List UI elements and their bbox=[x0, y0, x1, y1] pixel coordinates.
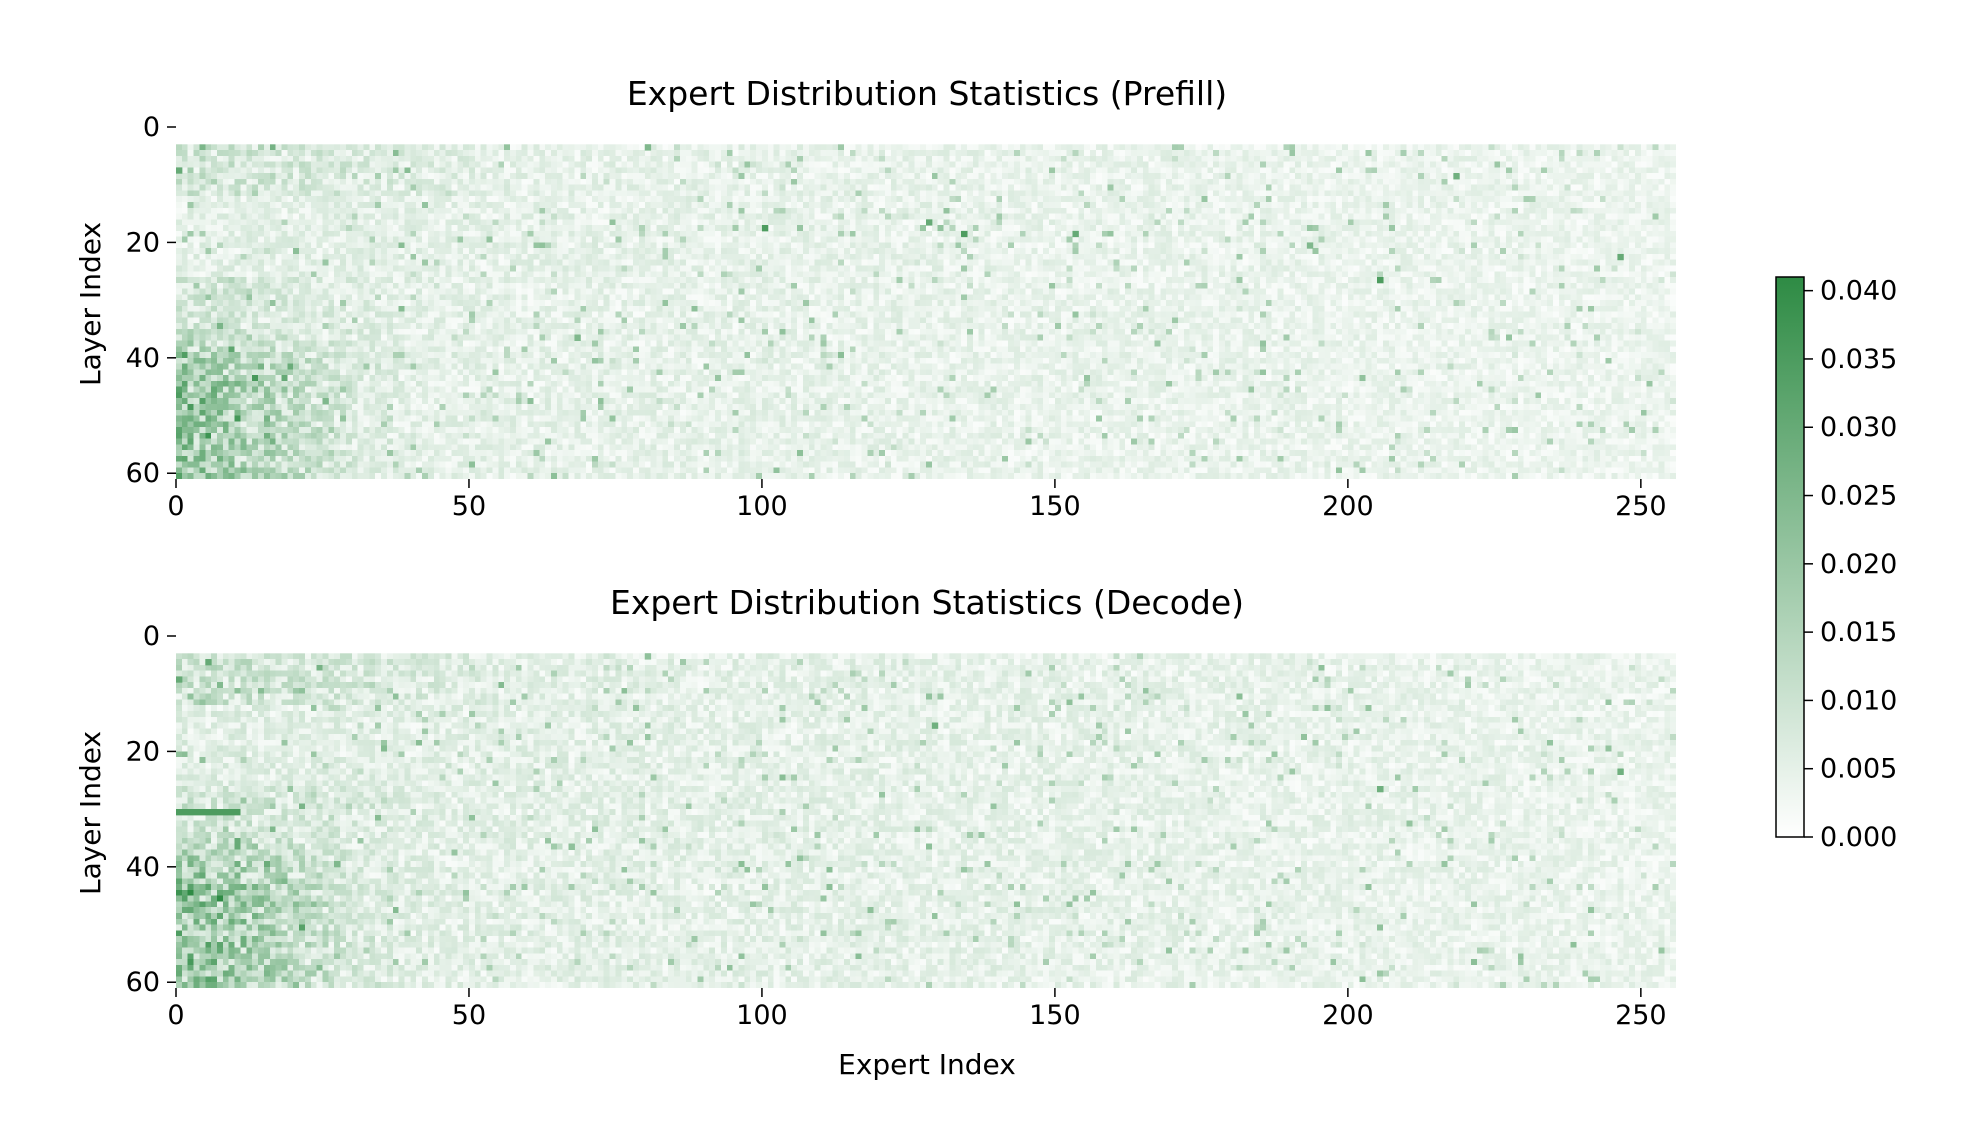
x-axis-label: Expert Index bbox=[838, 1048, 1016, 1081]
heatmap-cells-decode bbox=[176, 653, 1676, 988]
y-tick-label: 20 bbox=[126, 736, 160, 767]
colorbar-tick-label: 0.040 bbox=[1820, 276, 1897, 307]
heatmap-hotspot bbox=[931, 722, 939, 729]
chart-title-prefill: Expert Distribution Statistics (Prefill) bbox=[627, 74, 1227, 113]
x-tick-label: 200 bbox=[1322, 1000, 1374, 1031]
axes-prefill: 0 50 100 150 200 250 0 20 40 60 bbox=[126, 112, 1667, 522]
y-axis-label-decode: Layer Index bbox=[74, 731, 107, 895]
y-tick-label: 60 bbox=[126, 967, 160, 998]
heatmap-hotspot bbox=[176, 167, 183, 174]
y-tick-label: 40 bbox=[126, 852, 160, 883]
y-tick-label: 20 bbox=[126, 227, 160, 258]
heatmap-hotspot bbox=[334, 861, 341, 868]
colorbar-tick-label: 0.000 bbox=[1820, 822, 1897, 853]
y-tick-label: 40 bbox=[126, 343, 160, 374]
colorbar-ticks: 0.000 0.005 0.010 0.015 0.020 0.025 0.030 0.035… bbox=[1804, 276, 1897, 853]
heatmap-panel-prefill: Expert Distribution Statistics (Prefill)… bbox=[74, 74, 1676, 522]
x-tick-label: 0 bbox=[167, 491, 184, 522]
heatmap-hotspot bbox=[1617, 253, 1624, 261]
x-tick-label: 50 bbox=[452, 1000, 486, 1031]
x-tick-label: 50 bbox=[452, 491, 486, 522]
colorbar: 0.000 0.005 0.010 0.015 0.020 0.025 0.030 0.035… bbox=[1775, 276, 1897, 853]
heatmap-hotspot bbox=[176, 676, 183, 683]
heatmap-image bbox=[176, 144, 1676, 480]
heatmap-hotspot bbox=[926, 219, 933, 226]
axes-decode: 0 50 100 150 200 250 0 20 40 60 bbox=[126, 621, 1667, 1031]
heatmap-hotspot bbox=[574, 334, 581, 342]
heatmap-hotspot bbox=[961, 230, 968, 238]
heatmap-hotspot bbox=[322, 398, 329, 405]
heatmap-panel-decode: Expert Distribution Statistics (Decode) … bbox=[74, 583, 1676, 1081]
x-tick-label: 100 bbox=[736, 1000, 788, 1031]
y-tick-label: 0 bbox=[143, 112, 160, 143]
x-tick-label: 250 bbox=[1615, 1000, 1667, 1031]
heatmap-hotspot bbox=[1377, 277, 1384, 284]
chart-title-decode: Expert Distribution Statistics (Decode) bbox=[610, 583, 1244, 622]
x-tick-label: 150 bbox=[1029, 491, 1081, 522]
heatmap-cells-prefill bbox=[176, 144, 1676, 480]
colorbar-gradient bbox=[1775, 276, 1805, 838]
heatmap-hotspot bbox=[644, 144, 652, 151]
x-tick-label: 250 bbox=[1615, 491, 1667, 522]
heatmap-hotspot bbox=[1377, 786, 1384, 793]
heatmap-hotspot bbox=[1306, 242, 1314, 249]
x-tick-label: 100 bbox=[736, 491, 788, 522]
x-tick-label: 0 bbox=[167, 1000, 184, 1031]
heatmap-hotspot bbox=[1072, 230, 1079, 238]
colorbar-tick-label: 0.020 bbox=[1820, 549, 1897, 580]
colorbar-tick-label: 0.030 bbox=[1820, 412, 1897, 443]
heatmap-hotspot bbox=[205, 659, 212, 666]
heatmap-hotspot bbox=[761, 225, 769, 232]
colorbar-tick-label: 0.035 bbox=[1820, 344, 1897, 375]
heatmap-hotspot bbox=[1617, 768, 1624, 775]
heatmap-hotspot bbox=[644, 653, 652, 660]
x-tick-label: 150 bbox=[1029, 1000, 1081, 1031]
colorbar-tick-label: 0.025 bbox=[1820, 481, 1897, 512]
heatmap-stripe bbox=[176, 809, 241, 816]
colorbar-tick-label: 0.010 bbox=[1820, 685, 1897, 716]
y-tick-label: 0 bbox=[143, 621, 160, 652]
heatmap-image bbox=[176, 653, 1676, 988]
colorbar-tick-label: 0.015 bbox=[1820, 617, 1897, 648]
heatmap-hotspot bbox=[1453, 173, 1460, 180]
y-tick-label: 60 bbox=[126, 458, 160, 489]
y-axis-label-prefill: Layer Index bbox=[74, 222, 107, 386]
x-tick-label: 200 bbox=[1322, 491, 1374, 522]
heatmap-hotspot bbox=[568, 843, 575, 851]
colorbar-tick-label: 0.005 bbox=[1820, 754, 1897, 785]
